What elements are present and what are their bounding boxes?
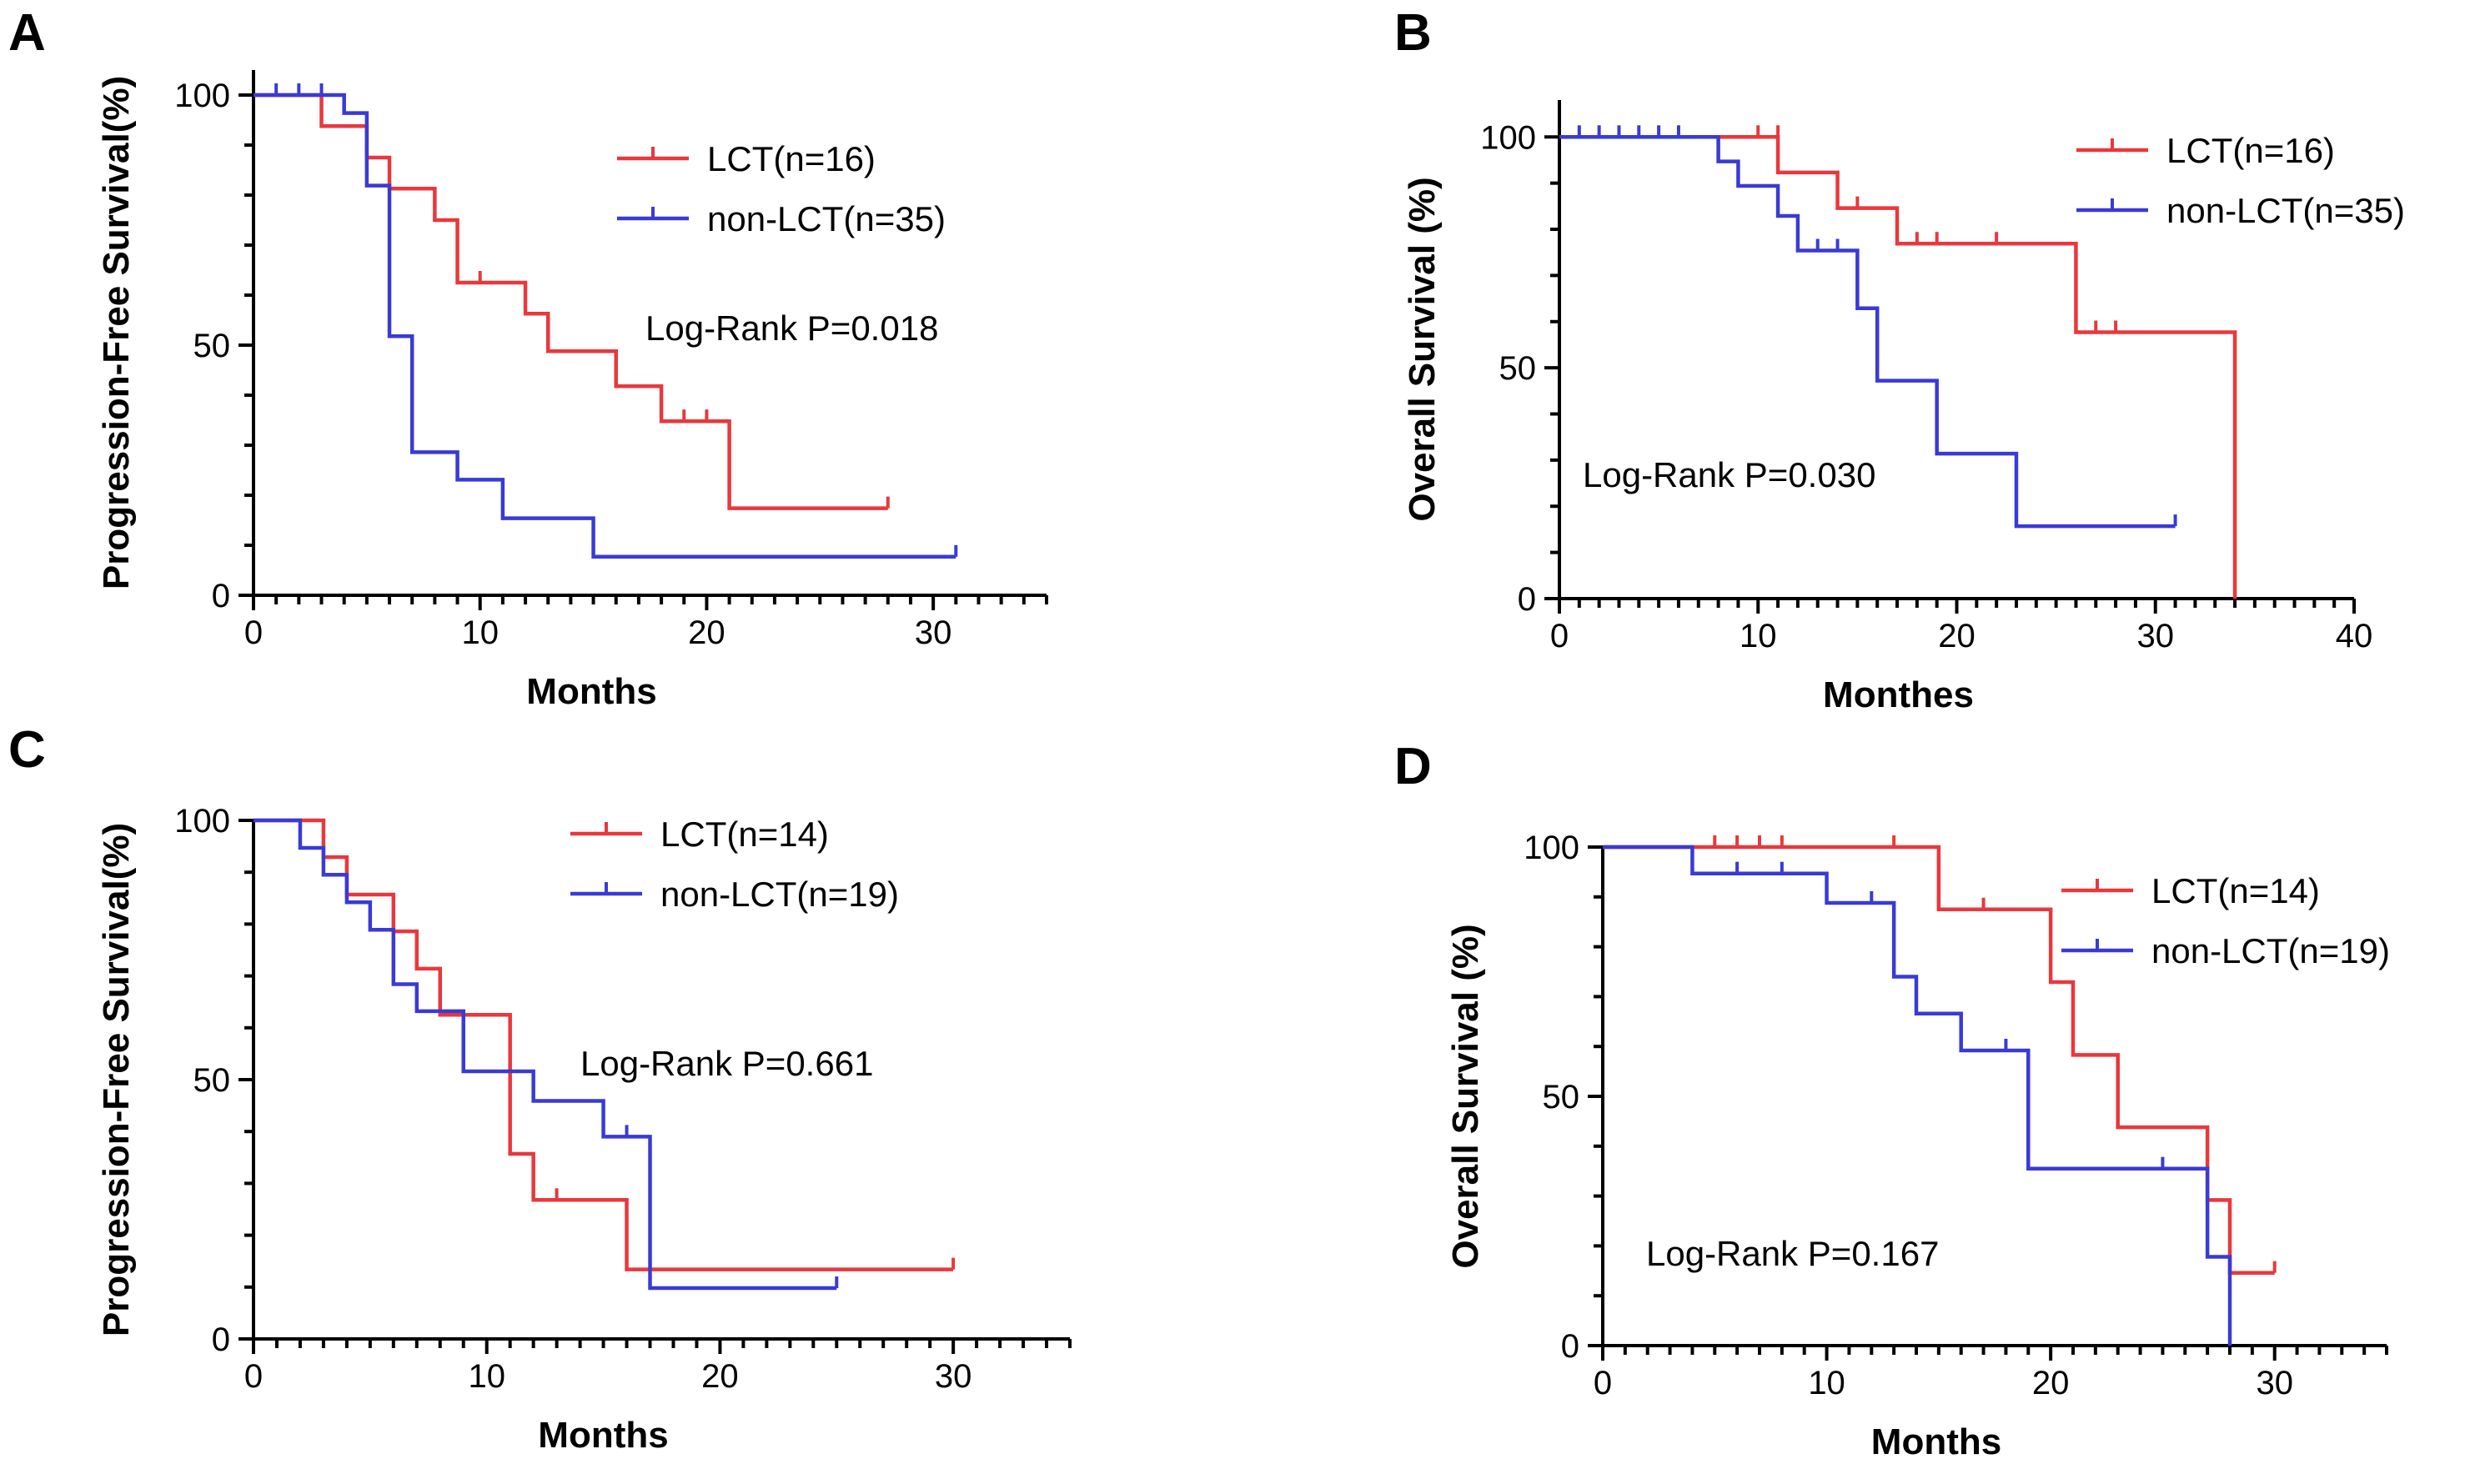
curve-non-lct-c bbox=[254, 818, 837, 1291]
curve-lct-c bbox=[254, 818, 954, 1271]
legend-label-lct-a: LCT(n=16) bbox=[707, 139, 876, 178]
y-tick-label-d: 100 bbox=[1524, 830, 1579, 866]
x-axis-title-c: Months bbox=[538, 1415, 668, 1456]
curve-lct-d bbox=[1603, 845, 2275, 1275]
y-tick-label-c: 100 bbox=[174, 803, 230, 840]
y-tick-label-c: 0 bbox=[212, 1321, 230, 1358]
y-tick-label-d: 0 bbox=[1561, 1328, 1579, 1365]
log-rank-annotation-b: Log-Rank P=0.030 bbox=[1583, 455, 1875, 494]
x-tick-label-a: 0 bbox=[244, 614, 263, 651]
log-rank-annotation-a: Log-Rank P=0.018 bbox=[645, 308, 938, 348]
y-tick-label-b: 50 bbox=[1499, 350, 1537, 387]
x-tick-label-c: 20 bbox=[701, 1358, 739, 1395]
panel-label-b: B bbox=[1394, 4, 1432, 62]
x-axis-title-a: Months bbox=[526, 671, 656, 712]
curve-lct-b bbox=[1559, 135, 2237, 599]
x-axis-title-b: Monthes bbox=[1823, 674, 1974, 715]
x-tick-label-b: 40 bbox=[2336, 618, 2373, 654]
legend-label-lct-b: LCT(n=16) bbox=[2166, 131, 2335, 170]
panel-label-d: D bbox=[1394, 738, 1432, 795]
legend-label-non-lct-d: non-LCT(n=19) bbox=[2151, 931, 2390, 970]
y-tick-label-b: 100 bbox=[1480, 119, 1536, 156]
x-tick-label-d: 0 bbox=[1594, 1365, 1612, 1401]
y-tick-label-c: 50 bbox=[193, 1062, 231, 1099]
x-axis-title-d: Months bbox=[1871, 1421, 2001, 1462]
legend-label-non-lct-b: non-LCT(n=35) bbox=[2166, 191, 2405, 230]
y-tick-label-d: 50 bbox=[1543, 1079, 1580, 1116]
y-tick-label-a: 50 bbox=[193, 328, 231, 364]
x-tick-label-c: 30 bbox=[935, 1358, 972, 1395]
x-tick-label-c: 0 bbox=[244, 1358, 263, 1395]
chart-panel-c: 0 10 20 30 0 50 100 Months Progression-Free Surv… bbox=[96, 803, 1072, 1456]
panel-label-a: A bbox=[8, 4, 46, 62]
x-tick-label-b: 30 bbox=[2137, 618, 2175, 654]
log-rank-annotation-d: Log-Rank P=0.167 bbox=[1646, 1234, 1939, 1273]
x-tick-label-a: 30 bbox=[915, 614, 952, 651]
curve-non-lct-b bbox=[1559, 135, 2176, 529]
chart-panel-a: 0 10 20 30 0 50 100 Months Progression-Free Surv… bbox=[96, 70, 1048, 712]
x-tick-label-b: 0 bbox=[1550, 618, 1569, 654]
legend-label-lct-c: LCT(n=14) bbox=[660, 815, 829, 854]
x-tick-label-a: 20 bbox=[688, 614, 725, 651]
panel-label-c: C bbox=[8, 721, 46, 779]
legend-label-non-lct-c: non-LCT(n=19) bbox=[660, 875, 899, 914]
x-tick-label-d: 30 bbox=[2256, 1365, 2293, 1401]
x-tick-label-a: 10 bbox=[461, 614, 499, 651]
y-axis-title-b: Overall Survival (%) bbox=[1402, 177, 1443, 521]
curve-non-lct-a bbox=[254, 93, 956, 559]
legend-label-lct-d: LCT(n=14) bbox=[2151, 871, 2320, 910]
y-axis-title-a: Progression-Free Survival(%) bbox=[96, 76, 137, 589]
x-tick-label-c: 10 bbox=[468, 1358, 505, 1395]
y-tick-label-a: 100 bbox=[174, 78, 230, 114]
x-tick-label-b: 10 bbox=[1740, 618, 1777, 654]
chart-panel-d: 0 10 20 30 0 50 100 Months Overall Survival (%) L… bbox=[1445, 830, 2390, 1462]
y-tick-label-a: 0 bbox=[212, 578, 230, 614]
x-tick-label-b: 20 bbox=[1938, 618, 1976, 654]
x-tick-label-d: 10 bbox=[1808, 1365, 1845, 1401]
chart-panel-b: 0 10 20 30 40 0 50 100 Monthes Overall Survival (… bbox=[1402, 100, 2405, 715]
legend-label-non-lct-a: non-LCT(n=35) bbox=[707, 199, 946, 238]
log-rank-annotation-c: Log-Rank P=0.661 bbox=[580, 1044, 873, 1083]
x-tick-label-d: 20 bbox=[2032, 1365, 2070, 1401]
y-axis-title-c: Progression-Free Survival(%) bbox=[96, 823, 137, 1336]
y-tick-label-b: 0 bbox=[1518, 581, 1536, 618]
y-axis-title-d: Overall Survival (%) bbox=[1445, 924, 1486, 1268]
